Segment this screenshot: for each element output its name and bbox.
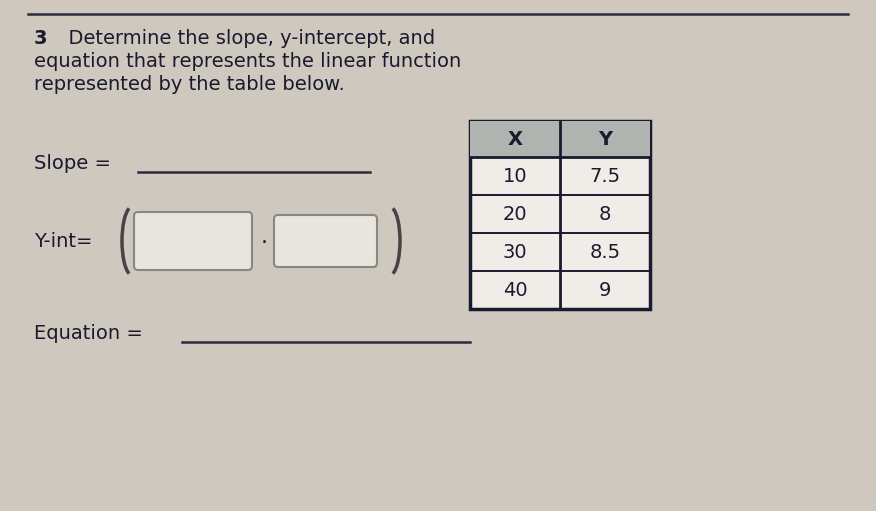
Text: 20: 20: [503, 204, 527, 223]
Text: 30: 30: [503, 243, 527, 262]
Text: 3: 3: [34, 29, 47, 48]
Text: Y-int=: Y-int=: [34, 231, 99, 250]
FancyBboxPatch shape: [274, 215, 377, 267]
Text: equation that represents the linear function: equation that represents the linear func…: [34, 52, 462, 71]
Bar: [470, 121, 650, 157]
Text: 40: 40: [503, 281, 527, 299]
Bar: [470, 121, 650, 309]
Text: Equation =: Equation =: [34, 323, 149, 342]
Text: Determine the slope, y-intercept, and: Determine the slope, y-intercept, and: [56, 29, 435, 48]
Text: 8: 8: [599, 204, 611, 223]
Text: X: X: [507, 129, 522, 149]
Text: Y: Y: [598, 129, 612, 149]
Text: 10: 10: [503, 167, 527, 185]
Text: represented by the table below.: represented by the table below.: [34, 75, 345, 94]
Text: ·: ·: [260, 233, 267, 253]
Text: Slope =: Slope =: [34, 153, 117, 173]
Text: 9: 9: [599, 281, 611, 299]
Text: 8.5: 8.5: [590, 243, 620, 262]
Text: 7.5: 7.5: [590, 167, 620, 185]
FancyBboxPatch shape: [134, 212, 252, 270]
